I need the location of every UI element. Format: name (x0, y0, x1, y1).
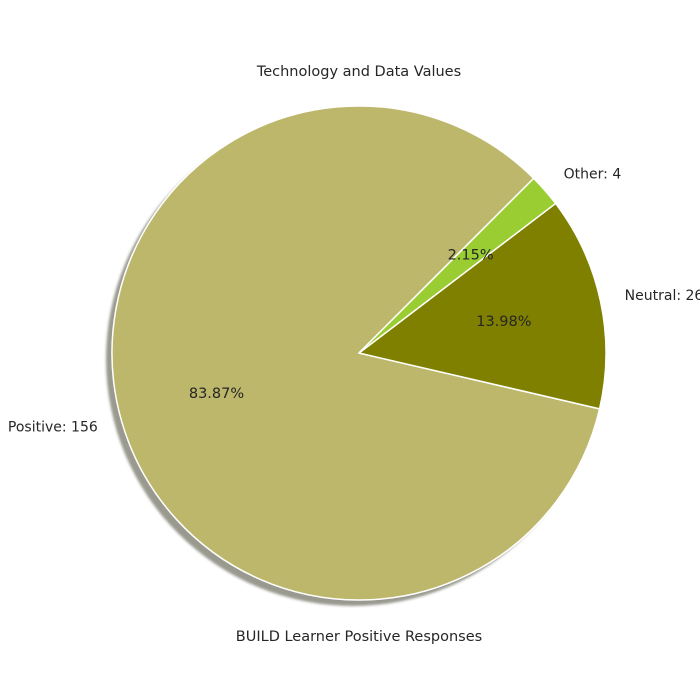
chart-title: Technology and Data Values (256, 64, 461, 80)
pie-labels: Positive: 156 83.87% Neutral: 26 13.98% Othe… (8, 166, 700, 435)
slice-percent-positive: 83.87% (189, 386, 244, 402)
pie-slice-neutral (358, 202, 607, 410)
pie-slices (111, 105, 607, 601)
pie-slice-positive (111, 105, 601, 601)
slice-percent-neutral: 13.98% (476, 314, 531, 330)
slice-label-other: Other: 4 (564, 166, 622, 182)
chart-xlabel: BUILD Learner Positive Responses (236, 629, 482, 645)
slice-percent-other: 2.15% (448, 248, 494, 264)
pie-slice-other (358, 177, 557, 354)
slice-label-positive: Positive: 156 (8, 420, 98, 436)
slice-label-neutral: Neutral: 26 (625, 288, 700, 304)
